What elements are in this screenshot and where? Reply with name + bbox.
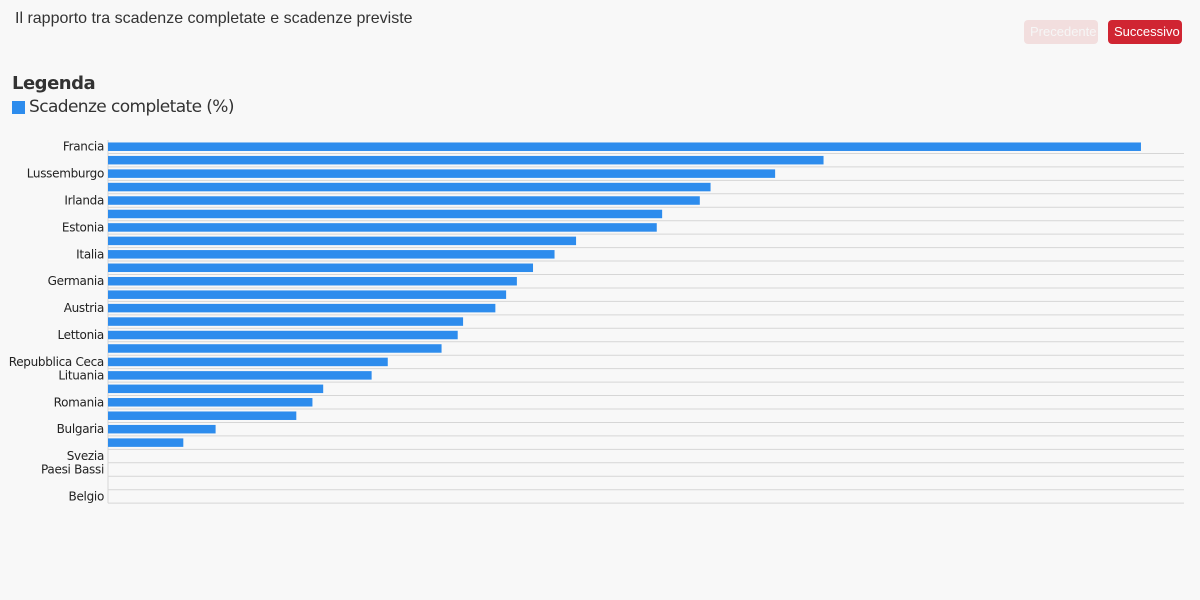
legend-item: Scadenze completate (%)	[12, 97, 234, 117]
previous-button[interactable]: Precedente	[1024, 20, 1098, 44]
bar[interactable]	[108, 411, 297, 420]
category-label: Italia	[76, 247, 104, 261]
category-label: Francia	[63, 140, 104, 154]
bar[interactable]	[108, 290, 507, 299]
bar[interactable]	[108, 155, 824, 165]
bar[interactable]	[108, 344, 442, 353]
bar[interactable]	[108, 424, 216, 434]
legend-title: Legenda	[12, 73, 96, 94]
bar[interactable]	[108, 357, 388, 367]
bar[interactable]	[108, 182, 711, 192]
bar[interactable]	[108, 142, 1141, 151]
category-label: Austria	[64, 301, 104, 315]
chart-title: Il rapporto tra scadenze completate e sc…	[15, 10, 413, 27]
bar[interactable]	[108, 330, 458, 340]
category-label: Repubblica Ceca	[9, 355, 104, 369]
category-label: Belgio	[69, 489, 104, 503]
bar[interactable]	[108, 169, 776, 178]
category-label: Lussemburgo	[27, 167, 104, 181]
bar[interactable]	[108, 438, 184, 447]
category-label: Irlanda	[64, 194, 104, 208]
legend-swatch	[12, 100, 25, 114]
bar[interactable]	[108, 236, 577, 246]
category-label: Paesi Bassi	[41, 463, 104, 477]
bar[interactable]	[108, 209, 663, 219]
category-label: Estonia	[62, 220, 104, 234]
bar[interactable]	[108, 196, 700, 205]
category-label: Lettonia	[57, 328, 104, 342]
category-label: Svezia	[67, 449, 104, 463]
category-label: Germania	[48, 274, 104, 288]
bar[interactable]	[108, 303, 496, 313]
bar[interactable]	[108, 398, 313, 407]
category-label: Romania	[54, 395, 104, 409]
legend-label: Scadenze completate (%)	[29, 97, 234, 117]
category-label: Bulgaria	[57, 422, 104, 436]
category-label: Lituania	[58, 368, 104, 382]
bar[interactable]	[108, 384, 324, 394]
bar[interactable]	[108, 371, 372, 380]
bar[interactable]	[108, 263, 534, 273]
bar[interactable]	[108, 223, 657, 232]
bar[interactable]	[108, 276, 517, 286]
next-button[interactable]: Successivo	[1108, 20, 1182, 44]
bar[interactable]	[108, 250, 555, 259]
bar[interactable]	[108, 317, 464, 326]
